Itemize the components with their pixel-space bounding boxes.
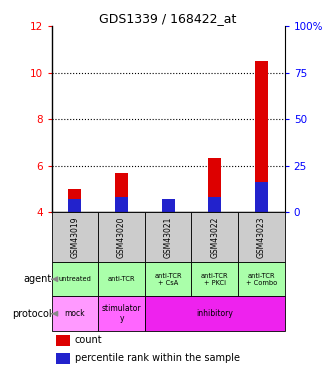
Text: GSM43019: GSM43019 [70, 216, 80, 258]
Bar [162, 202, 175, 212]
Bar [56, 353, 70, 364]
Text: GSM43021: GSM43021 [164, 216, 173, 258]
Text: stimulator
y: stimulator y [102, 304, 141, 323]
Bar [56, 334, 70, 346]
Bar [208, 197, 221, 212]
Bar [145, 297, 285, 331]
Text: GSM43022: GSM43022 [210, 216, 219, 258]
Bar [52, 262, 98, 297]
Bar [52, 297, 98, 331]
Text: count: count [75, 335, 103, 345]
Bar [115, 197, 128, 212]
Bar [145, 212, 191, 262]
Bar [98, 262, 145, 297]
Bar [191, 262, 238, 297]
Bar [238, 262, 285, 297]
Bar [208, 158, 221, 212]
Text: percentile rank within the sample: percentile rank within the sample [75, 353, 240, 363]
Bar [98, 297, 145, 331]
Bar [98, 212, 145, 262]
Bar [145, 262, 191, 297]
Text: untreated: untreated [59, 276, 91, 282]
Bar [191, 212, 238, 262]
Bar [255, 182, 268, 212]
Bar [115, 172, 128, 212]
Text: agent: agent [24, 274, 52, 284]
Bar [162, 200, 175, 212]
Text: mock: mock [65, 309, 85, 318]
Text: inhibitory: inhibitory [196, 309, 233, 318]
Text: GSM43020: GSM43020 [117, 216, 126, 258]
Text: protocol: protocol [12, 309, 52, 319]
Text: GSM43023: GSM43023 [257, 216, 266, 258]
Bar [52, 212, 98, 262]
Bar [68, 200, 82, 212]
Title: GDS1339 / 168422_at: GDS1339 / 168422_at [100, 12, 237, 25]
Text: anti-TCR
+ Combo: anti-TCR + Combo [246, 273, 277, 286]
Bar [255, 61, 268, 212]
Bar [68, 189, 82, 212]
Text: anti-TCR
+ CsA: anti-TCR + CsA [155, 273, 182, 286]
Text: anti-TCR
+ PKCi: anti-TCR + PKCi [201, 273, 228, 286]
Text: anti-TCR: anti-TCR [108, 276, 135, 282]
Bar [238, 212, 285, 262]
